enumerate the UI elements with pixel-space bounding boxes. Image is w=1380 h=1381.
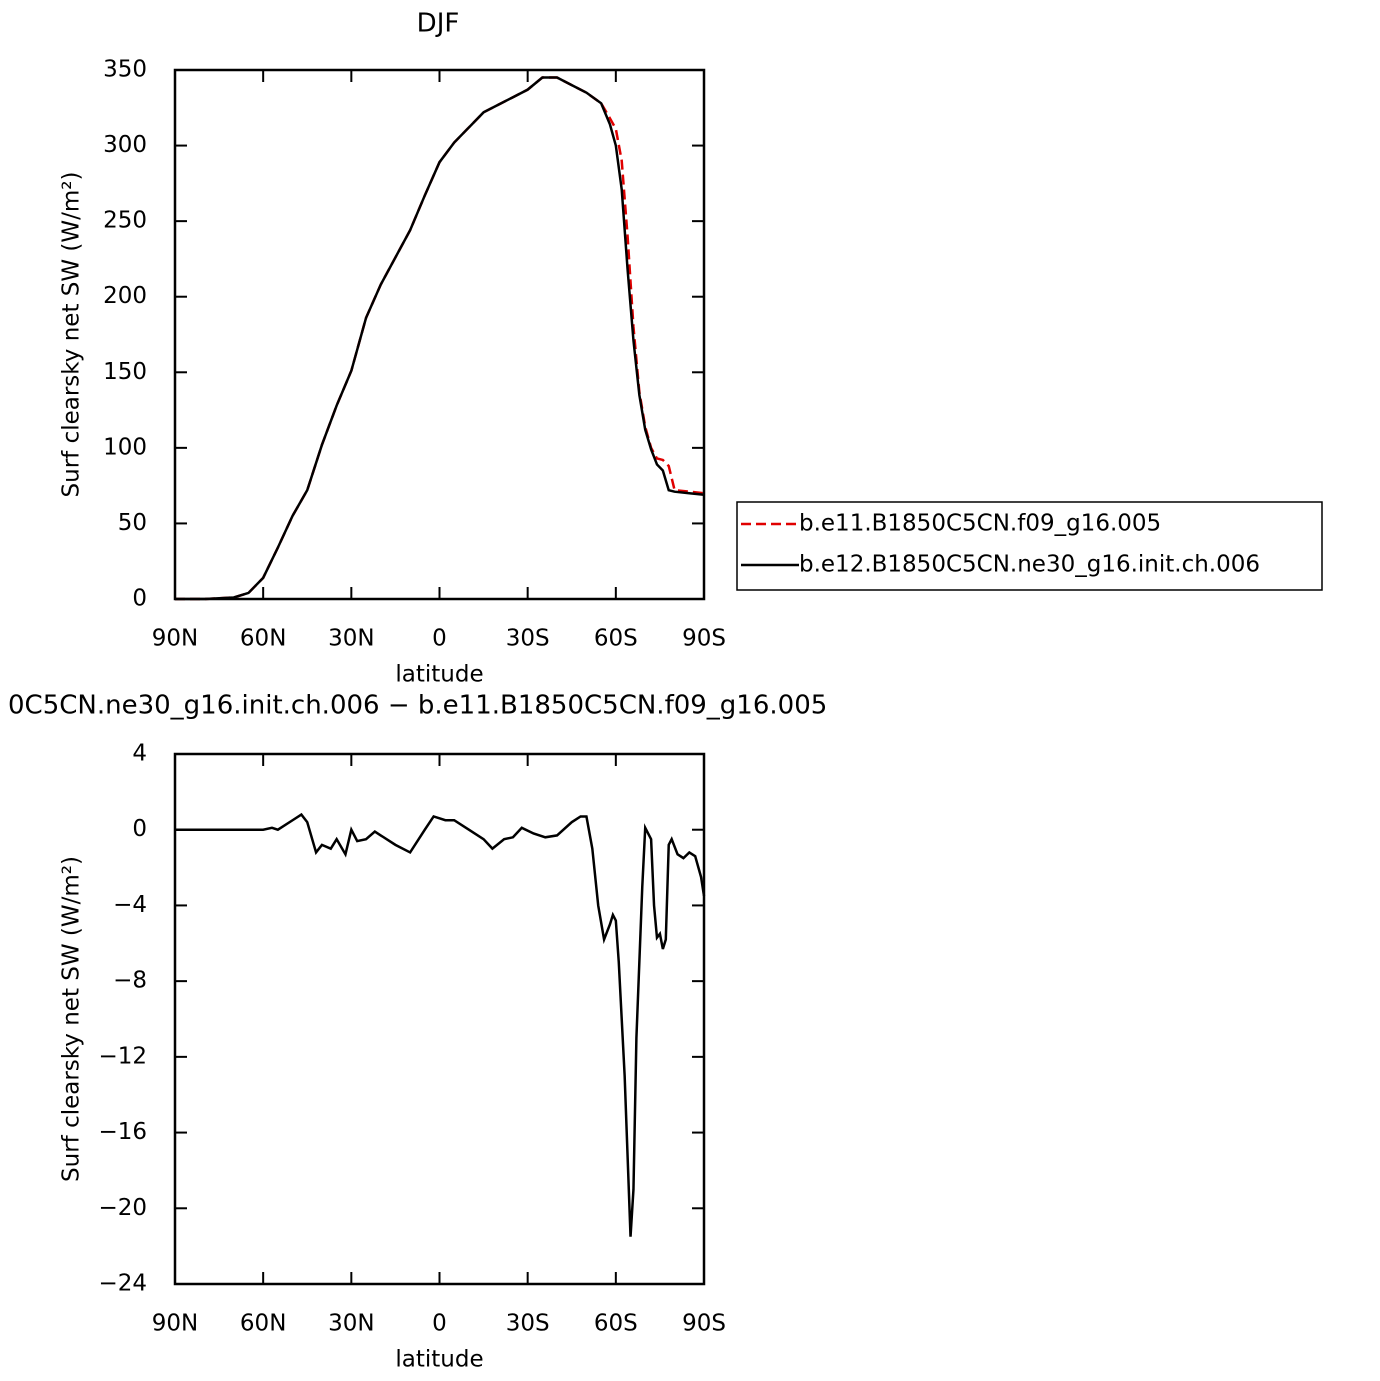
plot-frame [173,68,706,601]
x-tick-label: 0 [432,1311,447,1337]
y-tick-label: 350 [103,57,147,83]
x-tick-label: 90N [152,1311,198,1337]
data-line [175,76,705,601]
x-axis-label: latitude [395,1347,483,1373]
y-tick-label: −16 [98,1119,147,1145]
y-tick-label: −20 [98,1195,147,1221]
x-tick-label: 90N [152,626,198,652]
legend-label: b.e12.B1850C5CN.ne30_g16.init.ch.006 [799,552,1260,578]
y-tick-label: 50 [118,510,147,536]
y-tick-label: 4 [132,741,147,767]
legend-box [736,501,1323,591]
y-axis-label: Surf clearsky net SW (W/m²) [59,172,85,498]
x-tick-label: 60S [594,1311,638,1337]
y-tick-label: 100 [103,434,147,460]
x-tick-label: 60N [240,1311,286,1337]
y-tick-label: −4 [113,892,147,918]
x-axis-label: latitude [395,662,483,688]
chart-title: DJF [417,9,460,39]
y-tick-label: −8 [113,968,147,994]
y-tick-label: 0 [132,816,147,842]
x-tick-label: 90S [682,626,726,652]
x-tick-label: 30N [328,1311,374,1337]
chart-title: 0C5CN.ne30_g16.init.ch.006 − b.e11.B1850… [8,691,827,721]
y-tick-label: 200 [103,283,147,309]
y-tick-label: 0 [132,586,147,612]
plot-frame [173,752,706,1286]
x-tick-label: 60S [594,626,638,652]
y-tick-label: 300 [103,132,147,158]
x-tick-label: 30N [328,626,374,652]
y-tick-label: 250 [103,208,147,234]
y-tick-label: −12 [98,1043,147,1069]
y-tick-label: 150 [103,359,147,385]
x-tick-label: 30S [506,626,550,652]
data-line [175,812,706,1237]
x-tick-label: 60N [240,626,286,652]
y-axis-label: Surf clearsky net SW (W/m²) [59,856,85,1182]
x-tick-label: 90S [682,1311,726,1337]
y-tick-label: −24 [98,1271,147,1297]
x-tick-label: 30S [506,1311,550,1337]
data-line [175,76,705,601]
legend-label: b.e11.B1850C5CN.f09_g16.005 [799,511,1161,537]
x-tick-label: 0 [432,626,447,652]
